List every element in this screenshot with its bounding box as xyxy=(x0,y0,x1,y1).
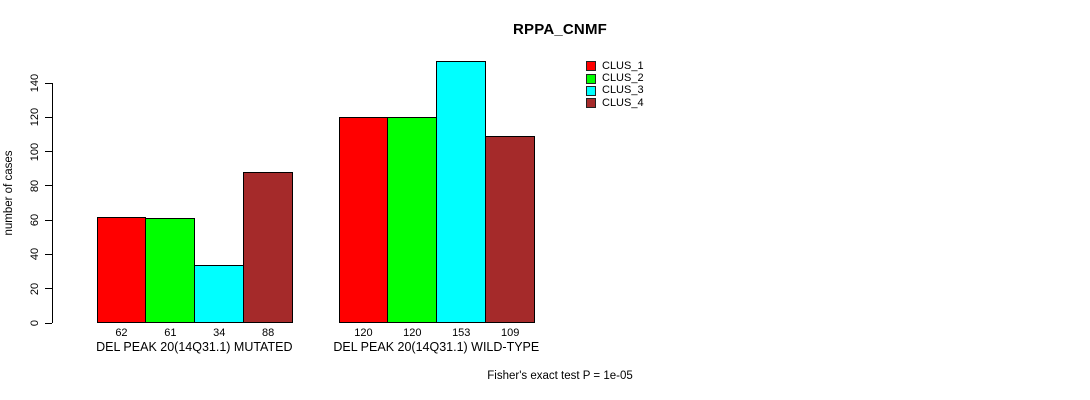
bar-value-label-clus_2-group1: 61 xyxy=(164,327,177,339)
y-tick-label-120: 120 xyxy=(29,108,41,127)
y-tick-40 xyxy=(45,253,52,255)
y-tick-label-0: 0 xyxy=(29,319,41,327)
bar-value-label-clus_3-group2: 153 xyxy=(452,327,471,339)
y-tick-80 xyxy=(45,185,52,187)
legend-item-clus_4: CLUS_4 xyxy=(586,97,644,109)
bar-clus_1-group2 xyxy=(338,117,389,323)
legend-swatch-clus_1 xyxy=(586,61,596,72)
y-tick-140 xyxy=(45,82,52,84)
y-tick-label-40: 40 xyxy=(29,248,41,261)
bar-value-label-clus_4-group2: 109 xyxy=(500,327,520,339)
y-tick-120 xyxy=(45,116,52,118)
fisher-test-annotation: Fisher's exact test P = 1e-05 xyxy=(487,370,633,382)
y-tick-100 xyxy=(45,151,52,153)
legend-label-clus_2: CLUS_2 xyxy=(602,72,644,85)
bar-clus_3-group2 xyxy=(436,60,487,323)
y-tick-label-20: 20 xyxy=(29,282,41,295)
bar-clus_2-group1 xyxy=(145,218,196,323)
legend-label-clus_1: CLUS_1 xyxy=(602,59,644,72)
bar-value-label-clus_4-group1: 88 xyxy=(262,327,275,339)
legend-label-clus_3: CLUS_3 xyxy=(602,84,644,97)
bar-value-label-clus_1-group2: 120 xyxy=(354,327,373,339)
legend-item-clus_3: CLUS_3 xyxy=(586,85,644,97)
legend: CLUS_1 CLUS_2 CLUS_3 CLUS_4 xyxy=(586,60,644,110)
bar-clus_2-group2 xyxy=(387,117,438,323)
y-axis-title: number of cases xyxy=(3,150,15,236)
bar-clus_1-group1 xyxy=(96,216,147,323)
legend-swatch-clus_3 xyxy=(586,85,596,96)
y-tick-label-140: 140 xyxy=(29,73,41,93)
y-axis-line xyxy=(52,83,53,323)
y-tick-label-80: 80 xyxy=(29,179,41,192)
bar-value-label-clus_3-group1: 34 xyxy=(213,327,226,339)
bar-value-label-clus_2-group2: 120 xyxy=(403,327,422,339)
legend-label-clus_4: CLUS_4 xyxy=(602,96,644,109)
y-tick-0 xyxy=(45,322,52,324)
group-label-1: DEL PEAK 20(14Q31.1) MUTATED xyxy=(96,340,293,354)
chart-title: RPPA_CNMF xyxy=(512,21,608,38)
legend-swatch-clus_2 xyxy=(586,73,596,84)
legend-swatch-clus_4 xyxy=(586,98,596,109)
bar-clus_4-group1 xyxy=(243,172,294,323)
group-label-2: DEL PEAK 20(14Q31.1) WILD-TYPE xyxy=(333,340,540,354)
bar-value-label-clus_1-group1: 62 xyxy=(115,327,128,339)
y-tick-20 xyxy=(45,288,52,290)
y-tick-label-100: 100 xyxy=(29,142,41,161)
bar-clus_4-group2 xyxy=(485,136,536,323)
y-tick-60 xyxy=(45,219,52,221)
bar-clus_3-group1 xyxy=(194,264,245,323)
y-tick-label-60: 60 xyxy=(29,214,41,227)
legend-item-clus_2: CLUS_2 xyxy=(586,72,644,84)
legend-item-clus_1: CLUS_1 xyxy=(586,60,644,72)
